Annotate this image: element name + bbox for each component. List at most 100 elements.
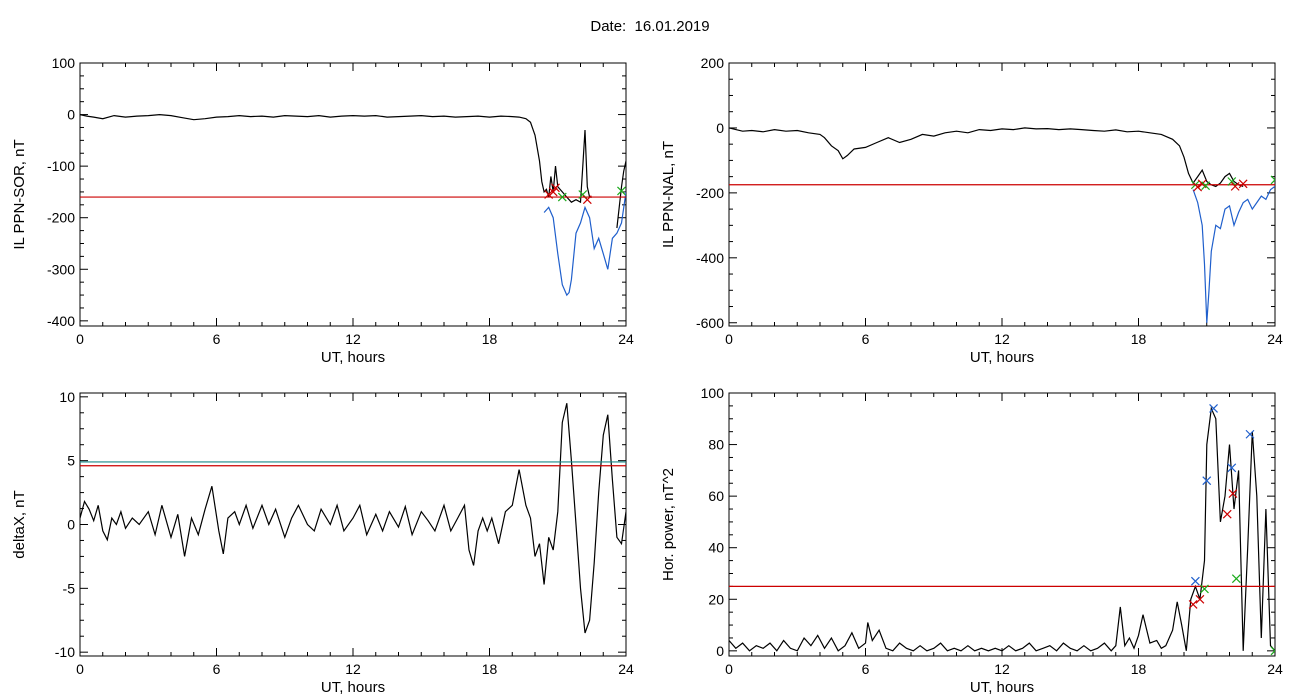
event-marker-stroke xyxy=(1195,594,1205,604)
figure-title: Date: 16.01.2019 xyxy=(590,18,710,35)
event-marker-stroke xyxy=(1193,182,1203,192)
event-marker-stroke xyxy=(1231,574,1241,584)
x-tick-label: 24 xyxy=(618,331,634,347)
plot-frame xyxy=(728,392,1276,657)
event-marker xyxy=(1230,181,1240,191)
event-marker-stroke xyxy=(544,190,554,199)
x-tick-label: 18 xyxy=(482,661,498,677)
event-marker xyxy=(1227,177,1237,186)
x-tick-label: 0 xyxy=(725,661,733,677)
event-marker xyxy=(551,183,560,193)
series-line-2 xyxy=(616,160,626,229)
y-tick-label: 10 xyxy=(59,389,75,405)
x-tick-label: 18 xyxy=(1131,661,1147,677)
event-marker-stroke xyxy=(582,195,592,205)
series-line-1 xyxy=(1192,185,1275,323)
plot-data xyxy=(729,404,1275,656)
x-tick-label: 0 xyxy=(76,331,84,347)
y-axis-label: IL PPN-NAL, nT xyxy=(660,141,677,248)
event-marker-stroke xyxy=(551,183,560,193)
plot-data xyxy=(729,127,1275,323)
y-tick-label: -5 xyxy=(63,580,76,596)
series-line-1 xyxy=(543,191,626,297)
event-marker-stroke xyxy=(548,187,558,197)
event-marker-stroke xyxy=(1227,177,1237,186)
event-marker-stroke xyxy=(1245,429,1255,439)
y-tick-label: 20 xyxy=(708,591,724,607)
y-tick-label: 5 xyxy=(67,453,75,469)
series-line-0 xyxy=(80,403,626,634)
event-marker-stroke xyxy=(1209,404,1218,413)
event-marker xyxy=(1201,181,1211,191)
event-marker-stroke xyxy=(1201,181,1211,191)
plot-frame xyxy=(79,62,627,327)
event-marker-stroke xyxy=(1270,646,1275,652)
x-tick-label: 24 xyxy=(1267,661,1283,677)
y-tick-label: -600 xyxy=(696,315,724,331)
event-marker-stroke xyxy=(1190,576,1200,586)
y-tick-label: -400 xyxy=(47,313,75,329)
y-tick-label: 80 xyxy=(708,437,724,453)
plot-data xyxy=(80,113,626,297)
event-marker xyxy=(548,187,558,197)
y-tick-label: -10 xyxy=(55,644,75,660)
x-tick-label: 24 xyxy=(618,661,634,677)
plot-data xyxy=(80,403,626,634)
y-tick-label: 0 xyxy=(67,107,75,123)
series-line-0 xyxy=(80,113,592,204)
event-marker xyxy=(1231,574,1241,584)
x-tick-label: 12 xyxy=(994,331,1010,347)
event-marker xyxy=(1190,576,1200,586)
event-marker-stroke xyxy=(1200,584,1209,594)
event-marker xyxy=(1195,594,1205,604)
event-marker xyxy=(617,186,626,196)
chart-power: 0 6 12 18 24 100 80 60 40 20 0 UT, hours Hor. power,… xyxy=(660,385,1283,696)
x-tick-label: 12 xyxy=(345,331,361,347)
y-tick-label: 100 xyxy=(701,385,725,401)
event-marker xyxy=(582,195,592,205)
series-line-0 xyxy=(729,127,1244,188)
y-axis-label: Hor. power, nT^2 xyxy=(660,468,677,581)
plot-frame xyxy=(79,392,627,657)
x-tick-label: 6 xyxy=(213,661,221,677)
x-tick-label: 0 xyxy=(725,331,733,347)
event-marker xyxy=(1193,182,1203,192)
event-marker-stroke xyxy=(557,192,567,202)
chart-nal: 0 6 12 18 24 200 0 -200 -400 -600 UT, hours IL PPN-… xyxy=(660,55,1283,366)
event-marker-stroke xyxy=(578,190,588,199)
y-tick-label: 60 xyxy=(708,488,724,504)
event-marker-stroke xyxy=(1270,175,1275,181)
y-tick-label: 0 xyxy=(716,643,724,659)
event-marker xyxy=(557,192,567,202)
event-marker-stroke xyxy=(1188,600,1198,609)
x-axis-label: UT, hours xyxy=(321,349,385,366)
event-marker-stroke xyxy=(1222,509,1232,519)
event-marker xyxy=(1228,489,1238,498)
series-line-0 xyxy=(729,406,1275,652)
event-marker-stroke xyxy=(1270,179,1275,185)
chart-sor: 0 6 12 18 24 100 0 -100 -200 -300 -400 UT, hours IL … xyxy=(11,55,634,366)
x-axis-label: UT, hours xyxy=(970,679,1034,696)
event-marker-stroke xyxy=(1228,489,1238,498)
y-axis-label: IL PPN-SOR, nT xyxy=(11,139,28,249)
event-marker xyxy=(1209,404,1218,413)
y-tick-label: -200 xyxy=(696,185,724,201)
event-marker xyxy=(1270,646,1275,656)
x-tick-label: 12 xyxy=(345,661,361,677)
event-marker xyxy=(1188,600,1198,609)
x-axis-label: UT, hours xyxy=(970,349,1034,366)
event-marker xyxy=(1200,584,1209,594)
y-tick-label: 40 xyxy=(708,540,724,556)
event-marker xyxy=(1270,175,1275,185)
x-axis-label: UT, hours xyxy=(321,679,385,696)
y-tick-label: 0 xyxy=(716,120,724,136)
event-marker xyxy=(1245,429,1255,439)
event-marker-stroke xyxy=(1230,181,1240,191)
event-marker-stroke xyxy=(1270,649,1275,656)
plot-frame xyxy=(728,62,1276,327)
y-tick-label: 100 xyxy=(52,55,76,71)
y-tick-label: -400 xyxy=(696,250,724,266)
x-tick-label: 0 xyxy=(76,661,84,677)
x-tick-label: 12 xyxy=(994,661,1010,677)
